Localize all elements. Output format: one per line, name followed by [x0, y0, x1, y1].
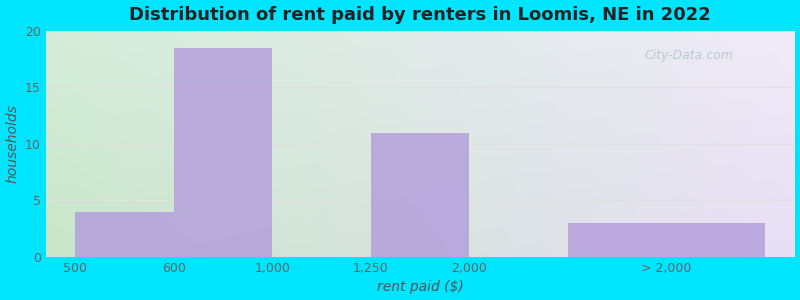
Bar [371, 133, 470, 257]
Bar [568, 223, 765, 257]
Text: City-Data.com: City-Data.com [645, 49, 734, 62]
Bar [75, 212, 174, 257]
Bar [174, 48, 272, 257]
Y-axis label: households: households [6, 104, 19, 183]
Title: Distribution of rent paid by renters in Loomis, NE in 2022: Distribution of rent paid by renters in … [130, 6, 711, 24]
X-axis label: rent paid ($): rent paid ($) [377, 280, 463, 294]
